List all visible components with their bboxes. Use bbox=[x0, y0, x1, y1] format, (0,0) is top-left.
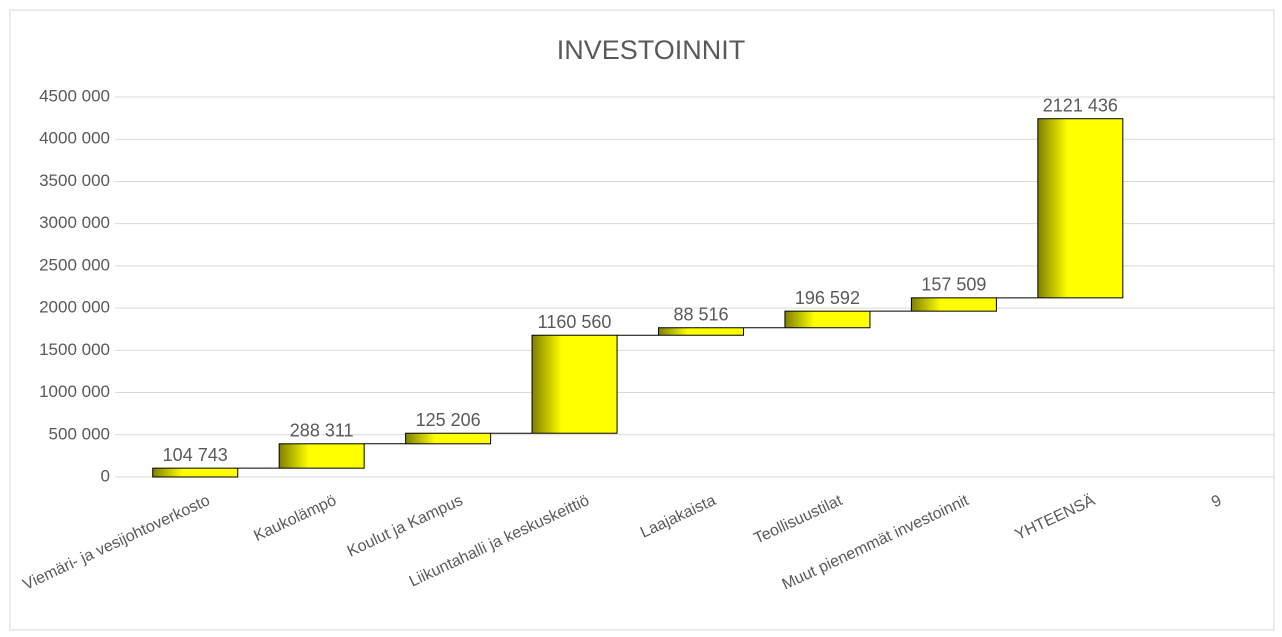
data-label: 88 516 bbox=[673, 305, 728, 325]
y-tick-label: 500 000 bbox=[49, 424, 110, 443]
y-tick-label: 1500 000 bbox=[39, 340, 110, 359]
data-label: 125 206 bbox=[416, 410, 481, 430]
y-tick-label: 1000 000 bbox=[39, 382, 110, 401]
y-tick-label: 4500 000 bbox=[39, 86, 110, 105]
bar bbox=[405, 432, 492, 445]
y-tick-label: 2500 000 bbox=[39, 255, 110, 274]
y-tick-label: 3500 000 bbox=[39, 171, 110, 190]
chart-border bbox=[9, 9, 1275, 631]
bar bbox=[658, 327, 744, 336]
y-tick-label: 2000 000 bbox=[39, 298, 110, 317]
bar bbox=[1037, 118, 1124, 299]
data-label: 2121 436 bbox=[1043, 95, 1118, 115]
data-label: 104 743 bbox=[163, 445, 228, 465]
chart-title: INVESTOINNIT bbox=[557, 35, 746, 65]
data-label: 157 509 bbox=[921, 275, 986, 295]
bar bbox=[152, 467, 239, 478]
bar bbox=[784, 310, 871, 329]
data-label: 196 592 bbox=[795, 288, 860, 308]
y-tick-label: 3000 000 bbox=[39, 213, 110, 232]
bar bbox=[531, 334, 618, 434]
bar bbox=[910, 297, 997, 312]
y-tick-label: 4000 000 bbox=[39, 129, 110, 148]
data-label: 1160 560 bbox=[538, 312, 612, 332]
y-tick-label: 0 bbox=[101, 466, 110, 485]
bar bbox=[278, 443, 365, 469]
data-label: 288 311 bbox=[290, 421, 354, 441]
